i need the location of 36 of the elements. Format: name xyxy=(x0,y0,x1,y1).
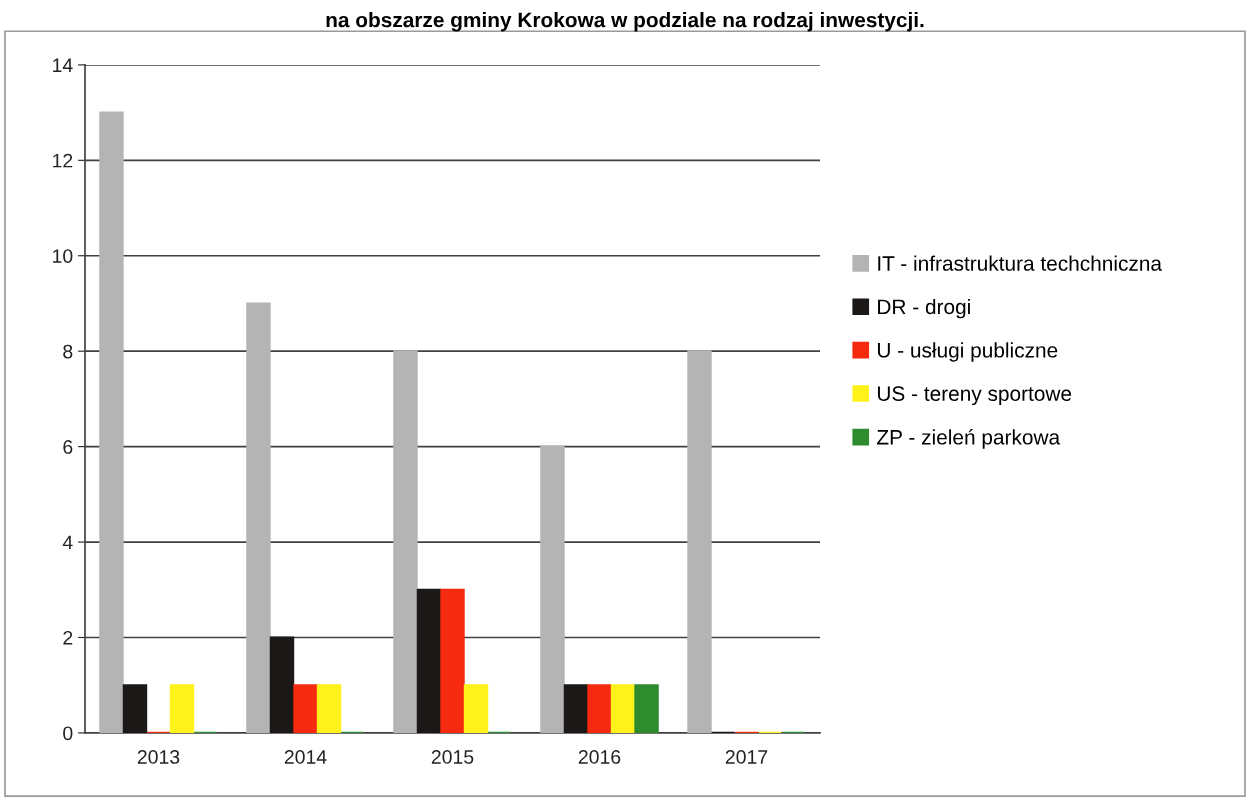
bar xyxy=(246,302,271,733)
x-tick-label: 2016 xyxy=(578,750,621,764)
bar xyxy=(563,684,589,733)
legend-label: U - usługi publiczne xyxy=(877,342,1058,362)
x-tick-label: 2014 xyxy=(284,750,327,764)
bar xyxy=(440,588,465,733)
bar xyxy=(610,684,636,733)
legend-label: IT - infrastruktura techchniczna xyxy=(878,255,1162,271)
y-tick-label: 10 xyxy=(53,249,73,263)
bar xyxy=(416,588,442,733)
x-tick-label: 2017 xyxy=(725,750,768,764)
y-tick-label: 8 xyxy=(63,344,73,359)
bar xyxy=(587,684,612,733)
legend-label: ZP - zieleń parkowa xyxy=(877,429,1061,449)
bar xyxy=(169,684,195,733)
bar xyxy=(540,445,565,733)
y-tick-label: 6 xyxy=(63,440,73,454)
bar xyxy=(293,684,318,733)
bar xyxy=(463,684,489,733)
x-tick-label: 2015 xyxy=(431,750,474,764)
bar xyxy=(269,636,295,733)
bar xyxy=(122,684,148,733)
chart-title: na obszarze gminy Krokowa w podziale na rodzaj inwestycji. xyxy=(326,12,924,32)
legend-label: DR - drogi xyxy=(878,298,970,319)
legend-label: US - tereny sportowe xyxy=(877,386,1072,406)
bar xyxy=(316,684,342,733)
y-tick-label: 12 xyxy=(53,153,73,168)
y-tick-label: 0 xyxy=(63,726,73,741)
bar xyxy=(687,350,712,733)
bar xyxy=(99,111,124,733)
y-tick-label: 14 xyxy=(53,58,73,72)
y-tick-label: 2 xyxy=(63,630,73,645)
y-tick-label: 4 xyxy=(62,535,73,550)
x-tick-label: 2013 xyxy=(137,750,180,764)
bar xyxy=(393,350,418,733)
bar xyxy=(634,684,659,733)
